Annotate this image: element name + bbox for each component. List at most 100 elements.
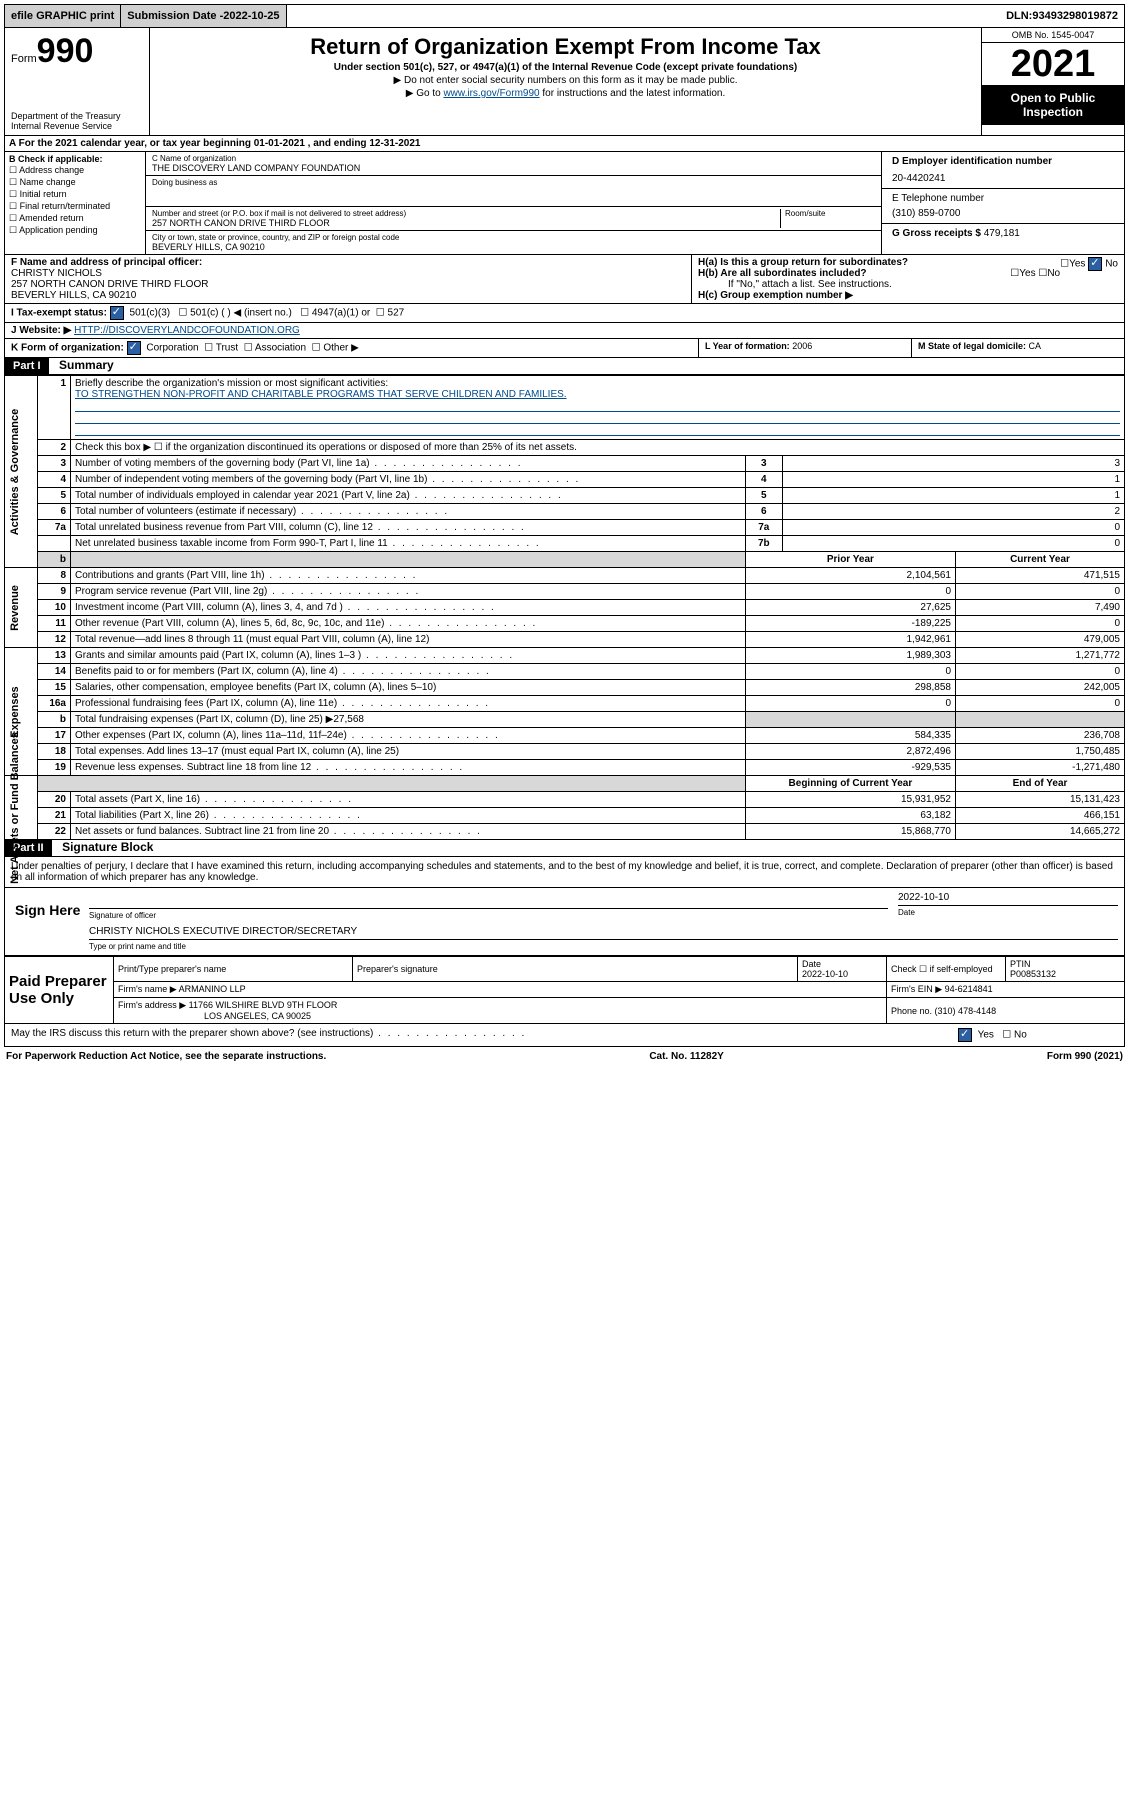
form-header: Form990 Department of the Treasury Inter… <box>4 28 1125 136</box>
line-hb: H(b) Are all subordinates included? ☐Yes… <box>698 268 1118 279</box>
perjury-text: Under penalties of perjury, I declare th… <box>4 857 1125 888</box>
form-number: Form990 <box>11 32 143 71</box>
part1-bar: Part I <box>5 358 49 374</box>
summary-table: Activities & Governance 1 Briefly descri… <box>4 375 1125 840</box>
block-klm: K Form of organization: Corporation ☐ Tr… <box>4 339 1125 358</box>
dln: DLN: 93493298019872 <box>1000 5 1124 27</box>
form-990-page: efile GRAPHIC print Submission Date - 20… <box>0 0 1129 1070</box>
table-row: 22Net assets or fund balances. Subtract … <box>5 824 1125 840</box>
box-deg: D Employer identification number 20-4420… <box>881 152 1124 254</box>
irs-link[interactable]: www.irs.gov/Form990 <box>443 88 539 99</box>
part2-header: Part II Signature Block <box>4 840 1125 857</box>
box-f: F Name and address of principal officer:… <box>5 255 692 303</box>
box-k: K Form of organization: Corporation ☐ Tr… <box>5 339 699 357</box>
form-title: Return of Organization Exempt From Incom… <box>154 34 977 60</box>
part2-title: Signature Block <box>54 840 153 854</box>
table-row: 15Salaries, other compensation, employee… <box>5 680 1125 696</box>
submission-date: Submission Date - 2022-10-25 <box>121 5 286 27</box>
paid-preparer-label: Paid Preparer Use Only <box>5 957 114 1024</box>
ein-value: 20-4420241 <box>892 173 1114 184</box>
table-row: 7aTotal unrelated business revenue from … <box>5 520 1125 536</box>
table-row: 5Total number of individuals employed in… <box>5 488 1125 504</box>
mission-text[interactable]: TO STRENGTHEN NON-PROFIT AND CHARITABLE … <box>75 389 567 400</box>
dba-cell: Doing business as <box>146 176 881 207</box>
prep-self-emp[interactable]: Check ☐ if self-employed <box>887 957 1006 982</box>
part1-title: Summary <box>51 358 114 372</box>
table-row: 12Total revenue—add lines 8 through 11 (… <box>5 632 1125 648</box>
dept-treasury: Department of the Treasury <box>11 111 143 121</box>
sign-block: Sign Here Signature of officer 2022-10-1… <box>4 888 1125 956</box>
prep-ptin: PTINP00853132 <box>1006 957 1125 982</box>
gross-receipts: 479,181 <box>984 228 1020 239</box>
sign-date: 2022-10-10 <box>898 892 1118 903</box>
firm-addr-cell: Firm's address ▶ 11766 WILSHIRE BLVD 9TH… <box>114 998 887 1024</box>
block-bcd: B Check if applicable: ☐ Address change … <box>4 152 1125 255</box>
boy-eoy-hdr: Net Assets or Fund Balances Beginning of… <box>5 776 1125 792</box>
gov-section: Activities & Governance 1 Briefly descri… <box>5 376 1125 440</box>
table-row: 18Total expenses. Add lines 13–17 (must … <box>5 744 1125 760</box>
ha-no-checked[interactable] <box>1088 257 1102 271</box>
chk-mayirs-yes[interactable] <box>958 1028 972 1042</box>
box-e: E Telephone number (310) 859-0700 <box>882 189 1124 224</box>
box-b-header: B Check if applicable: <box>9 154 141 164</box>
firm-ein-cell: Firm's EIN ▶ 94-6214841 <box>887 982 1125 998</box>
may-irs-row: May the IRS discuss this return with the… <box>4 1024 1125 1047</box>
box-g: G Gross receipts $ 479,181 <box>882 224 1124 243</box>
box-m: M State of legal domicile: CA <box>912 339 1124 357</box>
chk-amended[interactable]: ☐ Amended return <box>9 213 141 224</box>
footer-mid: Cat. No. 11282Y <box>649 1051 723 1062</box>
part1-header: Part I Summary <box>4 358 1125 375</box>
prep-sig-hdr: Preparer's signature <box>353 957 798 982</box>
block-ij: I Tax-exempt status: 501(c)(3) ☐ 501(c) … <box>4 304 1125 323</box>
street-address: 257 NORTH CANON DRIVE THIRD FLOOR <box>152 218 780 228</box>
irs-label: Internal Revenue Service <box>11 121 143 131</box>
exp-section: Expenses 13Grants and similar amounts pa… <box>5 648 1125 664</box>
vlabel-net: Net Assets or Fund Balances <box>5 776 38 840</box>
vlabel-gov: Activities & Governance <box>5 376 38 568</box>
chk-app-pending[interactable]: ☐ Application pending <box>9 225 141 236</box>
efile-label[interactable]: efile GRAPHIC print <box>5 5 121 27</box>
hb-note: If "No," attach a list. See instructions… <box>698 279 1118 290</box>
line-2: Check this box ▶ ☐ if the organization d… <box>71 440 1125 456</box>
org-name-cell: C Name of organization THE DISCOVERY LAN… <box>146 152 881 176</box>
sign-here-label: Sign Here <box>11 892 89 951</box>
box-l: L Year of formation: 2006 <box>699 339 912 357</box>
header-left: Form990 Department of the Treasury Inter… <box>5 28 150 135</box>
chk-address-change[interactable]: ☐ Address change <box>9 165 141 176</box>
street-cell: Number and street (or P.O. box if mail i… <box>146 207 881 231</box>
table-row: 16aProfessional fundraising fees (Part I… <box>5 696 1125 712</box>
table-row: 19Revenue less expenses. Subtract line 1… <box>5 760 1125 776</box>
box-j: J Website: ▶ HTTP://DISCOVERYLANDCOFOUND… <box>5 323 1124 338</box>
topbar-spacer <box>287 5 1001 27</box>
footer-right: Form 990 (2021) <box>1047 1051 1123 1062</box>
website-link[interactable]: HTTP://DISCOVERYLANDCOFOUNDATION.ORG <box>74 325 300 336</box>
table-row: 3Number of voting members of the governi… <box>5 456 1125 472</box>
preparer-table: Paid Preparer Use Only Print/Type prepar… <box>4 956 1125 1024</box>
chk-name-change[interactable]: ☐ Name change <box>9 177 141 188</box>
block-fh: F Name and address of principal officer:… <box>4 255 1125 304</box>
chk-final-return[interactable]: ☐ Final return/terminated <box>9 201 141 212</box>
header-center: Return of Organization Exempt From Incom… <box>150 28 981 135</box>
chk-501c3[interactable] <box>110 306 124 320</box>
page-footer: For Paperwork Reduction Act Notice, see … <box>4 1047 1125 1066</box>
firm-name-cell: Firm's name ▶ ARMANINO LLP <box>114 982 887 998</box>
rev-section: Revenue 8Contributions and grants (Part … <box>5 568 1125 584</box>
table-row: Net unrelated business taxable income fr… <box>5 536 1125 552</box>
omb-number: OMB No. 1545-0047 <box>982 28 1124 43</box>
officer-name: CHRISTY NICHOLS <box>11 268 102 279</box>
box-h: H(a) Is this a group return for subordin… <box>692 255 1124 303</box>
officer-name-title: CHRISTY NICHOLS EXECUTIVE DIRECTOR/SECRE… <box>89 926 1118 937</box>
firm-phone-cell: Phone no. (310) 478-4148 <box>887 998 1125 1024</box>
box-b: B Check if applicable: ☐ Address change … <box>5 152 146 254</box>
table-row: 14Benefits paid to or for members (Part … <box>5 664 1125 680</box>
chk-corporation[interactable] <box>127 341 141 355</box>
table-row: 11Other revenue (Part VIII, column (A), … <box>5 616 1125 632</box>
prep-date: Date2022-10-10 <box>798 957 887 982</box>
chk-initial-return[interactable]: ☐ Initial return <box>9 189 141 200</box>
tax-year: 2021 <box>982 43 1124 85</box>
sign-fields: Signature of officer 2022-10-10 Date CHR… <box>89 892 1118 951</box>
table-row: bTotal fundraising expenses (Part IX, co… <box>5 712 1125 728</box>
table-row: 17Other expenses (Part IX, column (A), l… <box>5 728 1125 744</box>
may-irs-answer: Yes ☐ No <box>958 1028 1118 1042</box>
mission-cell: Briefly describe the organization's miss… <box>71 376 1125 440</box>
